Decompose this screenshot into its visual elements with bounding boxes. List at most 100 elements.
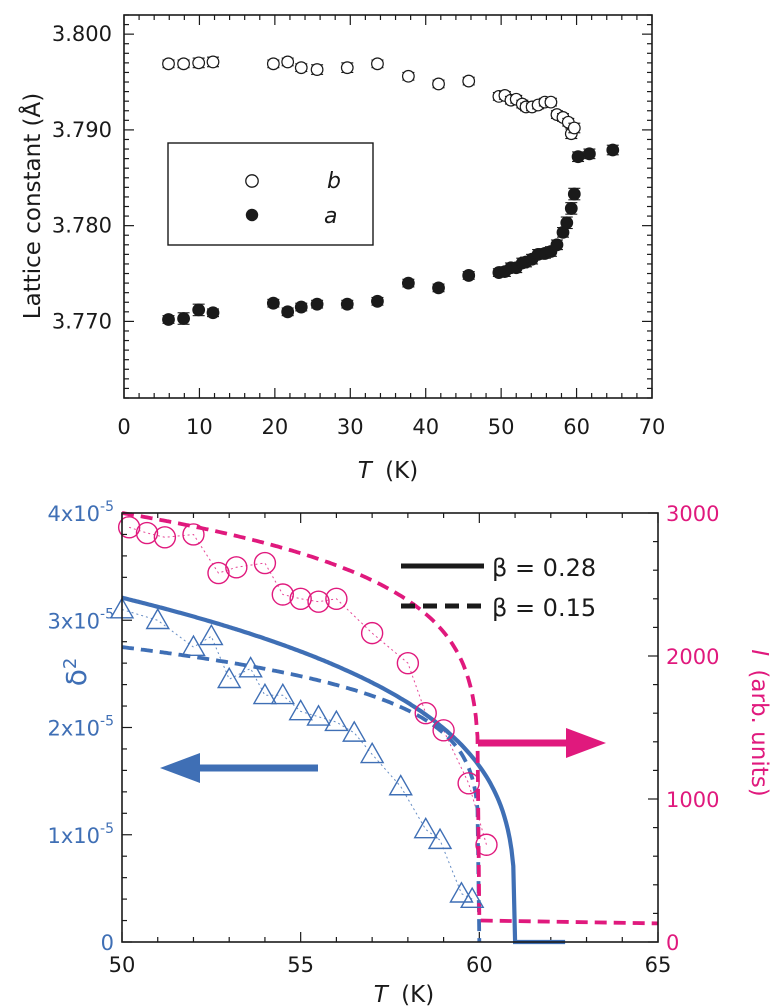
fit-intensity-line bbox=[121, 511, 659, 926]
delta-squared-point bbox=[459, 886, 485, 909]
b-point bbox=[206, 55, 220, 69]
right-axis-arrow bbox=[478, 728, 606, 758]
bottom-left-y-tick-label: 1x10-5 bbox=[48, 821, 114, 848]
a-series bbox=[162, 143, 620, 326]
a-point bbox=[571, 150, 585, 164]
intensity-point bbox=[432, 719, 455, 742]
bottom-right-y-axis-title: I (arb. units) bbox=[746, 649, 772, 796]
tick-exponent: -5 bbox=[100, 714, 114, 730]
top-x-tick-label: 0 bbox=[117, 415, 130, 439]
intensity-point bbox=[153, 526, 177, 549]
b-point bbox=[177, 57, 190, 71]
legend-beta-015: β = 0.15 bbox=[492, 594, 596, 622]
top-x-axis-unit: (K) bbox=[385, 458, 418, 484]
intensity-point bbox=[225, 556, 248, 579]
delta-squared-point bbox=[359, 741, 385, 764]
bottom-right-y-tick-label: 2000 bbox=[666, 645, 719, 669]
a-point bbox=[310, 297, 324, 311]
tick-mantissa: 2x10 bbox=[48, 717, 101, 741]
tick-mantissa: 0 bbox=[101, 931, 114, 955]
delta-squared-point bbox=[238, 656, 263, 678]
a-point bbox=[371, 294, 384, 308]
delta-squared-point bbox=[427, 827, 453, 850]
legend-beta-028: β = 0.28 bbox=[492, 554, 596, 582]
intensity-point bbox=[289, 587, 312, 610]
a-point bbox=[177, 312, 190, 325]
bottom-left-y-tick-label: 2x10-5 bbox=[48, 714, 114, 741]
delta-squared-point bbox=[252, 682, 278, 705]
a-point bbox=[294, 300, 308, 314]
intensity-point bbox=[325, 587, 348, 610]
top-y-tick-label: 3.790 bbox=[52, 118, 112, 142]
delta-squared-point bbox=[306, 704, 331, 726]
b-point bbox=[544, 95, 558, 109]
delta-squared-point bbox=[199, 623, 224, 646]
bottom-x-tick-label: 50 bbox=[109, 953, 136, 977]
bottom-x-axis-unit: (K) bbox=[401, 982, 434, 1007]
delta-symbol: δ bbox=[60, 669, 93, 686]
fit-beta-015-line bbox=[121, 645, 482, 942]
top-legend-box bbox=[167, 142, 374, 246]
intensity-point bbox=[414, 702, 437, 725]
delta-squared-point bbox=[388, 774, 413, 796]
b-point bbox=[432, 77, 445, 91]
b-point bbox=[310, 63, 324, 76]
b-point bbox=[462, 74, 476, 88]
b-point bbox=[294, 61, 308, 75]
b-point bbox=[192, 56, 206, 70]
delta-squared-point bbox=[216, 666, 242, 689]
a-point bbox=[401, 276, 415, 290]
b-point bbox=[401, 69, 415, 83]
lattice-constant-panel: 0 10 20 30 40 50 60 70 3.770 3.780 3.790 3.800 b a… bbox=[18, 14, 665, 484]
b-point bbox=[567, 121, 581, 135]
delta-superscript: 2 bbox=[60, 658, 81, 669]
top-y-ticks: 3.770 3.780 3.790 3.800 bbox=[52, 14, 652, 399]
bottom-left-y-tick-label: 3x10-5 bbox=[48, 606, 114, 633]
b-point bbox=[281, 55, 295, 69]
left-arrow-head bbox=[160, 753, 200, 783]
b-point bbox=[340, 61, 354, 75]
legend-a-label: a bbox=[324, 204, 337, 229]
a-point bbox=[206, 306, 220, 320]
top-x-axis-variable: T bbox=[358, 458, 374, 484]
intensity-point bbox=[253, 551, 277, 575]
top-y-tick-label: 3.800 bbox=[52, 22, 112, 46]
intensity-point bbox=[307, 590, 330, 613]
top-x-tick-label: 60 bbox=[563, 415, 590, 439]
delta-guide-line bbox=[121, 609, 473, 900]
top-x-tick-label: 20 bbox=[261, 415, 288, 439]
delta-squared-point bbox=[181, 634, 206, 657]
delta-squared-point bbox=[288, 699, 313, 721]
a-point bbox=[560, 216, 574, 230]
delta-squared-point bbox=[342, 720, 367, 742]
delta-squared-point bbox=[413, 816, 438, 839]
intensity-point bbox=[271, 583, 294, 606]
bottom-right-y-ticks: 0 1000 2000 3000 bbox=[648, 502, 719, 955]
top-x-axis-title: T (K) bbox=[358, 458, 418, 484]
bottom-right-y-tick-label: 3000 bbox=[666, 502, 719, 526]
b-point bbox=[371, 57, 384, 71]
top-legend: b a bbox=[167, 142, 374, 246]
top-y-tick-label: 3.770 bbox=[52, 309, 112, 333]
a-point bbox=[192, 303, 206, 317]
tick-mantissa: 3x10 bbox=[48, 609, 101, 633]
delta-squared-series bbox=[109, 597, 485, 909]
intensity-point bbox=[360, 621, 384, 645]
a-point bbox=[281, 305, 295, 319]
a-point bbox=[432, 281, 445, 295]
a-point bbox=[606, 143, 620, 157]
bottom-x-tick-label: 60 bbox=[466, 953, 493, 977]
a-point bbox=[550, 238, 564, 252]
b-point bbox=[162, 57, 175, 71]
a-point bbox=[582, 147, 596, 161]
top-x-tick-label: 30 bbox=[337, 415, 364, 439]
intensity-symbol: I bbox=[746, 649, 772, 656]
b-point bbox=[266, 57, 280, 71]
intensity-point bbox=[117, 516, 141, 539]
bottom-left-y-tick-label: 4x10-5 bbox=[48, 499, 114, 526]
bottom-x-tick-label: 55 bbox=[287, 953, 314, 977]
intensity-point bbox=[135, 521, 159, 545]
bottom-legend: β = 0.28 β = 0.15 bbox=[401, 554, 596, 622]
